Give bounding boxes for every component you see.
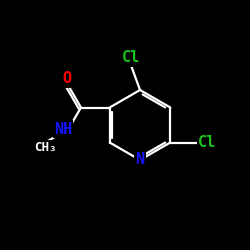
Text: NH: NH	[54, 122, 72, 137]
Text: Cl: Cl	[122, 50, 140, 66]
Text: N: N	[136, 152, 144, 168]
Text: O: O	[63, 71, 72, 86]
Text: Cl: Cl	[198, 135, 216, 150]
Text: CH₃: CH₃	[34, 142, 57, 154]
